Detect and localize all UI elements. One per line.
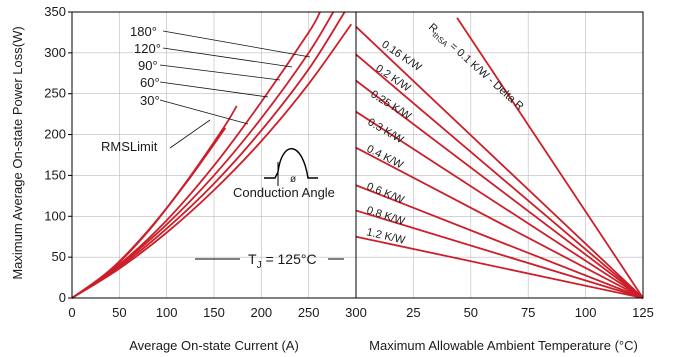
angle-label-180: 180°: [130, 24, 157, 39]
ytick-label-200: 200: [44, 127, 66, 142]
tj-prefix: T: [248, 251, 257, 267]
rth-label-0.3: 0.3 K/W: [366, 116, 406, 146]
right-series-6: [355, 184, 644, 299]
right-series-5: [355, 146, 644, 299]
ytick-label-0: 0: [59, 290, 66, 305]
right-series-1: [355, 26, 644, 299]
angle-leader-lines: [159, 30, 311, 125]
xtick-right-label-75: 75: [521, 305, 535, 320]
x-axis-title-right: Maximum Allowable Ambient Temperature (°…: [369, 338, 638, 353]
right-series-2: [355, 53, 644, 299]
right-series-4: [355, 110, 644, 299]
grid-lines: [71, 11, 644, 299]
rth-label-0.8: 0.8 K/W: [365, 204, 407, 228]
ytick-label-150: 150: [44, 167, 66, 182]
x-axis-title-left: Average On-state Current (A): [129, 338, 299, 353]
left-series-3: [71, 11, 335, 299]
ytick-label-300: 300: [44, 45, 66, 60]
ytick-label-350: 350: [44, 4, 66, 19]
tj-subscript: J: [257, 260, 262, 271]
xtick-right-label-125: 125: [632, 305, 654, 320]
curve-layer: [71, 11, 644, 299]
right-series-0: [456, 17, 644, 299]
xtick-left-label-150: 150: [203, 305, 225, 320]
angle-label-90: 90°: [138, 58, 158, 73]
tj-suffix: = 125°C: [262, 251, 317, 267]
angle-label-30: 30°: [140, 93, 160, 108]
xtick-left-label-0: 0: [68, 305, 75, 320]
conduction-angle-label: Conduction Angle: [233, 185, 335, 200]
left-series-5: [71, 23, 352, 299]
phi-symbol: ø: [290, 174, 296, 185]
xtick-right-label-50: 50: [464, 305, 478, 320]
axes: 0 50 100 150 200 250 300 350 0 50 100 150 200 250 300 2…: [10, 4, 654, 353]
ytick-label-100: 100: [44, 208, 66, 223]
ytick-label-50: 50: [52, 249, 66, 264]
angle-label-60: 60°: [140, 75, 160, 90]
rms-limit-label: RMSLimit: [101, 139, 158, 154]
right-series-3: [355, 79, 644, 299]
rth-label-0.2: 0.2 K/W: [373, 63, 413, 95]
y-axis-title: Maximum Average On-state Power Loss(W): [10, 26, 25, 279]
rthsa-suffix: = 0.1 K/W - Delta R: [445, 38, 526, 113]
plot-frame: [71, 11, 644, 299]
conduction-pulse-icon: [264, 148, 318, 186]
xtick-left-label-300: 300: [345, 305, 367, 320]
svg-text:TJ = 125°C: TJ = 125°C: [248, 251, 317, 271]
xtick-left-label-100: 100: [156, 305, 178, 320]
right-series-7: [355, 209, 644, 299]
rms-limit-leader: [169, 119, 211, 149]
xtick-right-label-100: 100: [575, 305, 597, 320]
rth-label-0.4: 0.4 K/W: [365, 143, 406, 172]
xtick-right-label-25: 25: [406, 305, 420, 320]
xtick-left-label-200: 200: [250, 305, 272, 320]
junction-temp-label: TJ = 125°C: [195, 251, 344, 271]
angle-label-120: 120°: [134, 41, 161, 56]
right-series-8: [355, 235, 644, 299]
rthsa-label: RthSA = 0.1 K/W - Delta R: [425, 21, 526, 114]
xtick-left-label-250: 250: [298, 305, 320, 320]
xtick-left-label-50: 50: [112, 305, 126, 320]
ytick-label-250: 250: [44, 86, 66, 101]
left-series-4: [71, 11, 346, 299]
rth-label-0.6: 0.6 K/W: [365, 181, 406, 207]
